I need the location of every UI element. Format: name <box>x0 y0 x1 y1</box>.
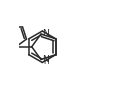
Text: N: N <box>42 29 48 38</box>
Text: H: H <box>44 57 49 66</box>
Text: N: N <box>42 55 48 64</box>
